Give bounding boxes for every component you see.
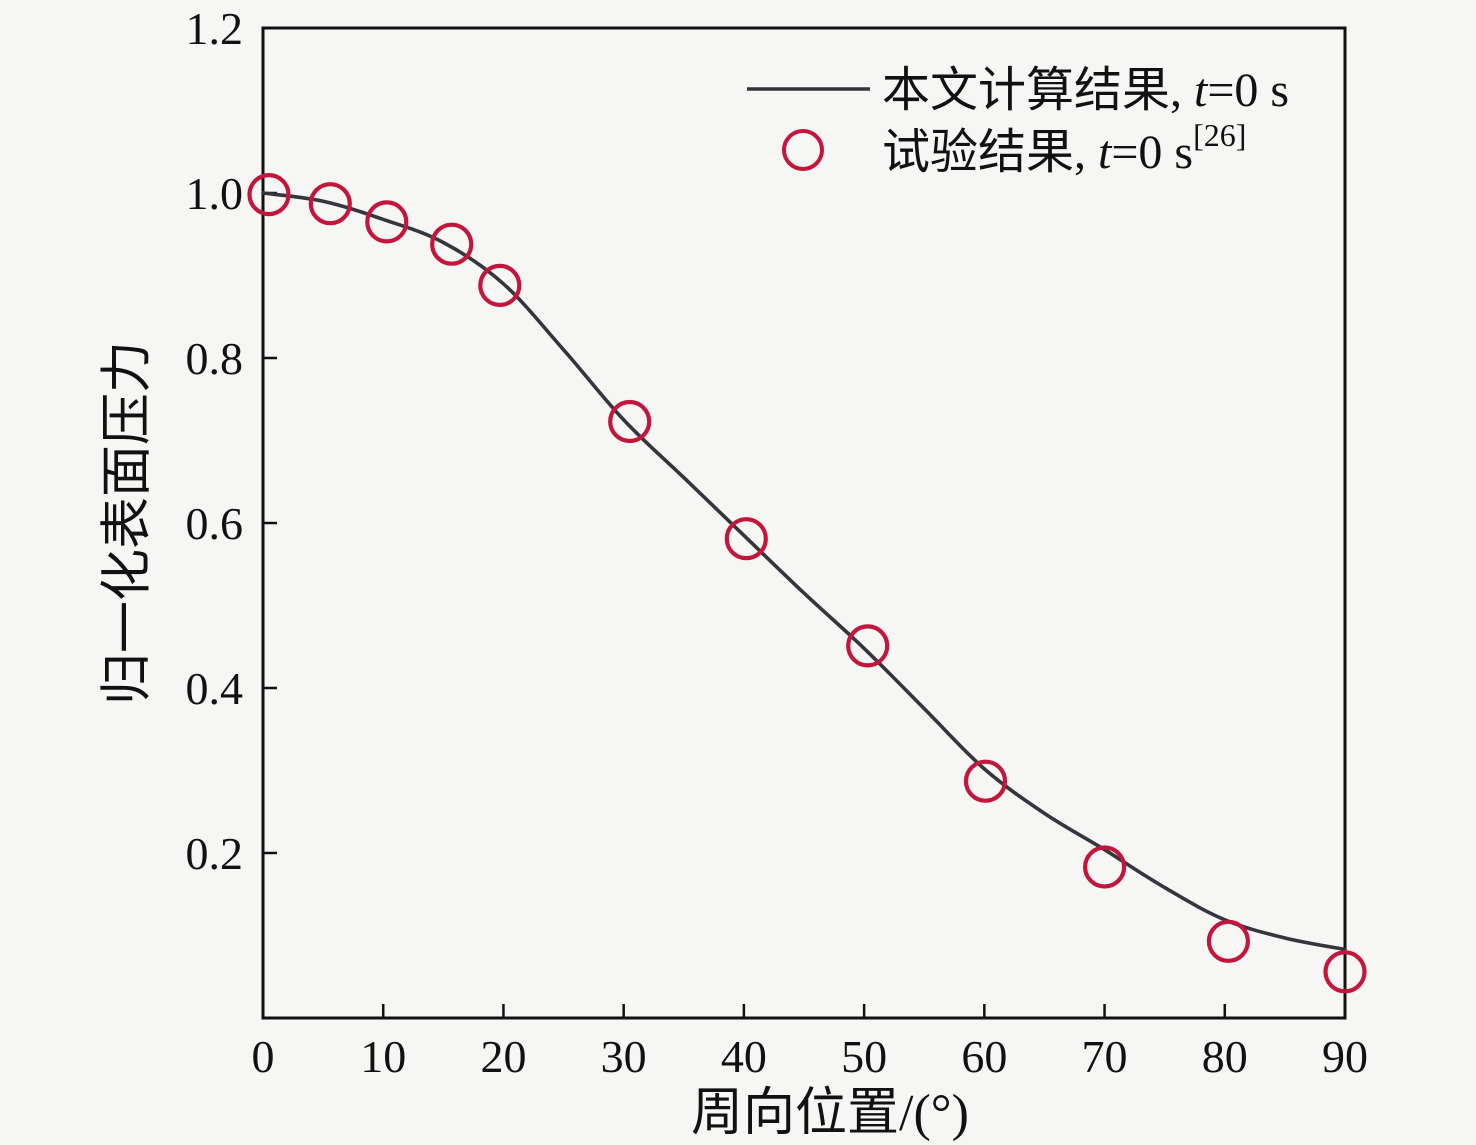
- x-tick-label: 80: [1202, 1031, 1248, 1082]
- legend-item-computed: 本文计算结果, t=0 s: [882, 64, 1289, 117]
- data-point: [608, 399, 652, 444]
- experiment-points: [247, 173, 1367, 994]
- x-axis-label: 周向位置/(°): [691, 1085, 969, 1142]
- y-axis-label: 归一化表面压力: [100, 341, 157, 705]
- y-tick-label: 1.2: [186, 3, 244, 54]
- data-point: [1206, 919, 1251, 963]
- legend: 本文计算结果, t=0 s 试验结果, t=0 s[26]: [747, 64, 1289, 179]
- legend-item-experiment: 试验结果, t=0 s[26]: [882, 117, 1246, 179]
- legend-circle-marker: [782, 129, 824, 171]
- data-point: [724, 517, 768, 561]
- data-point: [478, 263, 522, 307]
- x-tick-label: 20: [480, 1031, 526, 1082]
- data-point: [846, 624, 890, 668]
- x-tick-label: 90: [1322, 1031, 1368, 1082]
- data-point: [963, 759, 1008, 803]
- data-point: [1082, 845, 1127, 889]
- y-tick-label: 1.0: [186, 168, 244, 219]
- computed-curve: [261, 191, 1347, 952]
- y-tick-label: 0.4: [186, 663, 244, 714]
- y-tick-label: 0.2: [186, 828, 244, 879]
- x-tick-label: 50: [841, 1031, 887, 1082]
- data-point: [247, 173, 291, 217]
- data-point: [365, 200, 409, 244]
- x-tick-label: 10: [360, 1031, 406, 1082]
- x-tick-label: 40: [721, 1031, 767, 1082]
- y-tick-label: 0.8: [186, 333, 244, 384]
- x-tick-label: 30: [601, 1031, 647, 1082]
- data-point: [1323, 950, 1367, 994]
- data-point: [308, 182, 352, 226]
- x-tick-label: 70: [1082, 1031, 1128, 1082]
- data-point: [430, 222, 474, 266]
- y-tick-label: 0.6: [186, 498, 244, 549]
- axis-ticks: [263, 191, 1227, 1018]
- x-tick-label: 60: [961, 1031, 1007, 1082]
- axis-tick-labels: 0 10 20 30 40 50 60 70 80 90 0.2 0.4 0.6 0.8 1.0 1.2: [186, 3, 1369, 1082]
- x-tick-label: 0: [252, 1031, 275, 1082]
